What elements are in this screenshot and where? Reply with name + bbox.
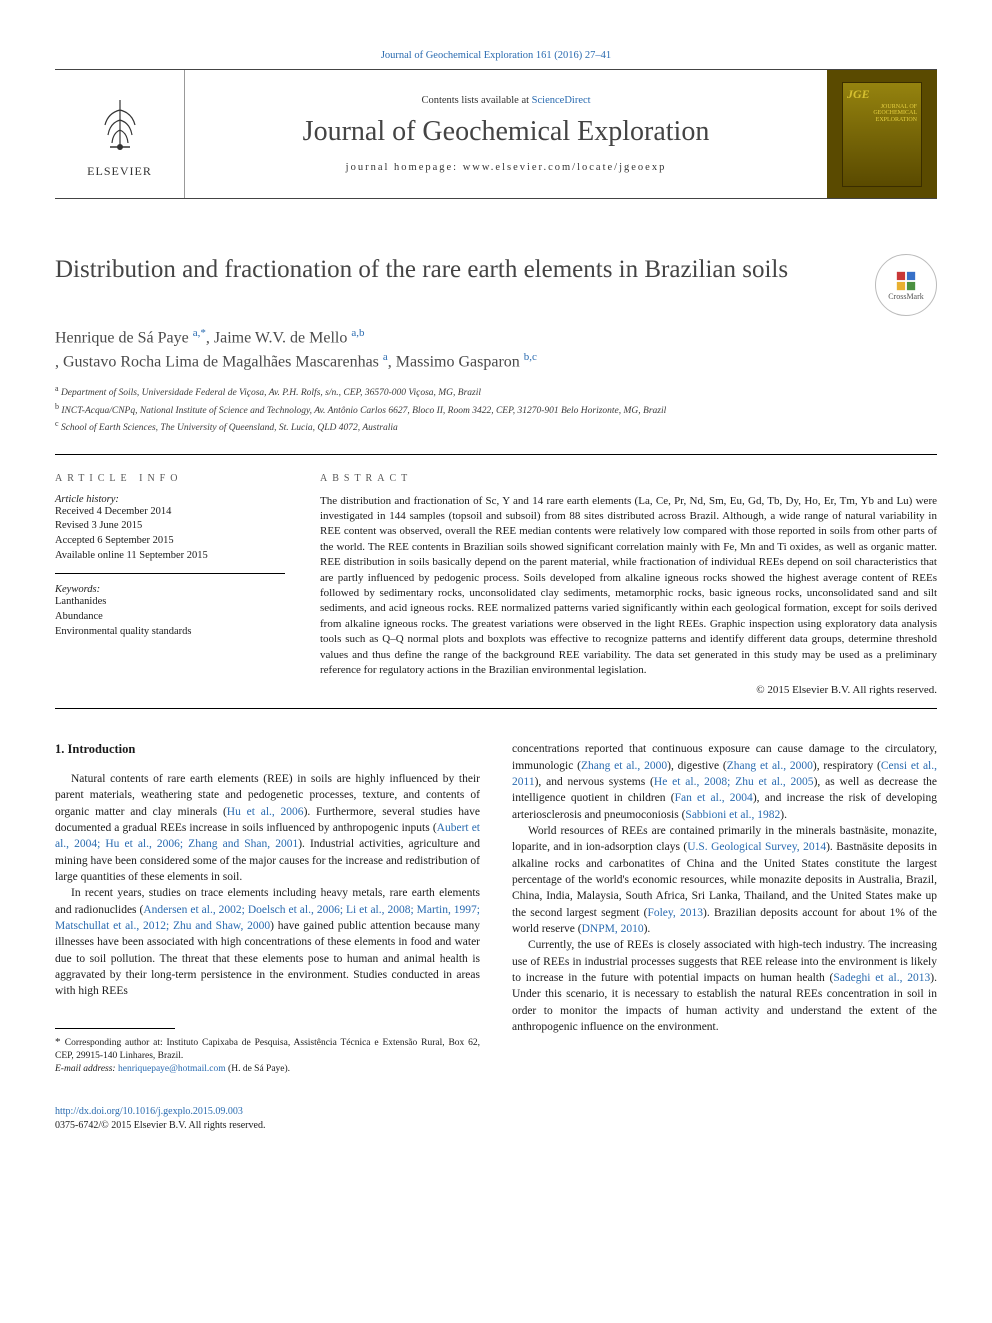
issn-copyright-line: 0375-6742/© 2015 Elsevier B.V. All right… [55,1119,937,1133]
body-text: ). [780,809,787,821]
author-affil-sup: a,b [351,327,364,339]
abstract-head: ABSTRACT [320,473,937,484]
article-info-head: ARTICLE INFO [55,473,285,484]
affiliation-line: c School of Earth Sciences, The Universi… [55,418,937,435]
body-paragraph: In recent years, studies on trace elemen… [55,885,480,999]
keywords-label: Keywords: [55,584,285,595]
author-name: , Massimo Gasparon [388,353,524,370]
sciencedirect-link[interactable]: ScienceDirect [532,95,591,106]
affil-text: INCT-Acqua/CNPq, National Institute of S… [59,406,666,416]
affiliation-line: b INCT-Acqua/CNPq, National Institute of… [55,401,937,418]
citation-link[interactable]: Zhang et al., 2000 [727,760,813,772]
article-info-column: ARTICLE INFO Article history: Received 4… [55,473,285,697]
history-label: Article history: [55,494,285,505]
history-line: Accepted 6 September 2015 [55,534,285,549]
body-text: ), and nervous systems ( [535,776,654,788]
author-name: , Jaime W.V. de Mello [206,329,351,346]
keywords-text: LanthanidesAbundanceEnvironmental qualit… [55,595,285,639]
section-heading: 1. Introduction [55,741,480,759]
article-history-block: Article history: Received 4 December 201… [55,494,285,575]
footnote-rule [55,1028,175,1029]
body-text: ), digestive ( [667,760,727,772]
keyword-line: Environmental quality standards [55,625,285,640]
divider [55,454,937,455]
journal-cover-icon: JGE JOURNAL OF GEOCHEMICAL EXPLORATION [842,82,922,187]
crossmark-badge[interactable]: CrossMark [875,254,937,316]
journal-citation[interactable]: Journal of Geochemical Exploration 161 (… [55,50,937,61]
citation-link[interactable]: Sadeghi et al., 2013 [833,972,930,984]
citation-link[interactable]: U.S. Geological Survey, 2014 [687,841,826,853]
keyword-line: Abundance [55,610,285,625]
body-paragraph: Currently, the use of REEs is closely as… [512,937,937,1035]
homepage-url[interactable]: www.elsevier.com/locate/jgeoexp [463,162,667,173]
header-center: Contents lists available at ScienceDirec… [185,70,827,198]
abstract-copyright: © 2015 Elsevier B.V. All rights reserved… [320,684,937,696]
body-text: ). [644,923,651,935]
keyword-line: Lanthanides [55,595,285,610]
citation-link[interactable]: DNPM, 2010 [582,923,644,935]
divider [55,708,937,709]
body-column-right: concentrations reported that continuous … [512,741,937,1076]
affil-text: School of Earth Sciences, The University… [59,423,398,433]
article-title: Distribution and fractionation of the ra… [55,254,855,285]
homepage-label: journal homepage: [346,162,463,173]
journal-cover-box: JGE JOURNAL OF GEOCHEMICAL EXPLORATION [827,70,937,198]
body-column-left: 1. Introduction Natural contents of rare… [55,741,480,1076]
citation-link[interactable]: Foley, 2013 [647,907,703,919]
history-line: Received 4 December 2014 [55,505,285,520]
crossmark-label: CrossMark [888,292,924,301]
abstract-text: The distribution and fractionation of Sc… [320,494,937,679]
crossmark-icon [895,270,917,292]
email-label: E-mail address: [55,1064,118,1074]
star-icon: * [55,1036,65,1048]
author-affil-sup: b,c [524,351,537,363]
body-paragraph: World resources of REEs are contained pr… [512,823,937,937]
elsevier-label: ELSEVIER [87,164,152,179]
body-paragraph: Natural contents of rare earth elements … [55,771,480,885]
journal-homepage-line: journal homepage: www.elsevier.com/locat… [346,162,667,173]
cover-text: JOURNAL OF GEOCHEMICAL EXPLORATION [847,104,917,124]
citation-link[interactable]: He et al., 2008; Zhu et al., 2005 [654,776,814,788]
footnote-text: Corresponding author at: Instituto Capix… [55,1038,480,1061]
abstract-column: ABSTRACT The distribution and fractionat… [320,473,937,697]
journal-header: ELSEVIER Contents lists available at Sci… [55,69,937,199]
email-link[interactable]: henriquepaye@hotmail.com [118,1064,226,1074]
page-footer: http://dx.doi.org/10.1016/j.gexplo.2015.… [55,1105,937,1133]
publisher-logo-box: ELSEVIER [55,70,185,198]
affiliation-line: a Department of Soils, Universidade Fede… [55,383,937,400]
citation-link[interactable]: Hu et al., 2006 [227,806,304,818]
citation-link[interactable]: Zhang et al., 2000 [581,760,667,772]
history-line: Available online 11 September 2015 [55,549,285,564]
body-columns: 1. Introduction Natural contents of rare… [55,741,937,1076]
contents-available-line: Contents lists available at ScienceDirec… [421,95,590,106]
journal-name: Journal of Geochemical Exploration [303,116,710,148]
cover-abbrev: JGE [847,87,917,102]
affil-text: Department of Soils, Universidade Federa… [59,389,481,399]
contents-prefix: Contents lists available at [421,95,531,106]
history-text: Received 4 December 2014Revised 3 June 2… [55,505,285,564]
citation-link[interactable]: Fan et al., 2004 [675,792,753,804]
corresponding-author-footnote: * Corresponding author at: Instituto Cap… [55,1035,480,1077]
keywords-block: Keywords: LanthanidesAbundanceEnvironmen… [55,584,285,639]
body-text: ), respiratory ( [813,760,881,772]
history-line: Revised 3 June 2015 [55,519,285,534]
elsevier-tree-icon [85,90,155,160]
author-name: Henrique de Sá Paye [55,329,193,346]
authors-list: Henrique de Sá Paye a,*, Jaime W.V. de M… [55,326,937,373]
email-suffix: (H. de Sá Paye). [226,1064,290,1074]
affiliations-list: a Department of Soils, Universidade Fede… [55,383,937,435]
doi-link[interactable]: http://dx.doi.org/10.1016/j.gexplo.2015.… [55,1105,937,1119]
citation-link[interactable]: Sabbioni et al., 1982 [685,809,780,821]
author-name: , Gustavo Rocha Lima de Magalhães Mascar… [55,353,383,370]
body-paragraph: concentrations reported that continuous … [512,741,937,823]
